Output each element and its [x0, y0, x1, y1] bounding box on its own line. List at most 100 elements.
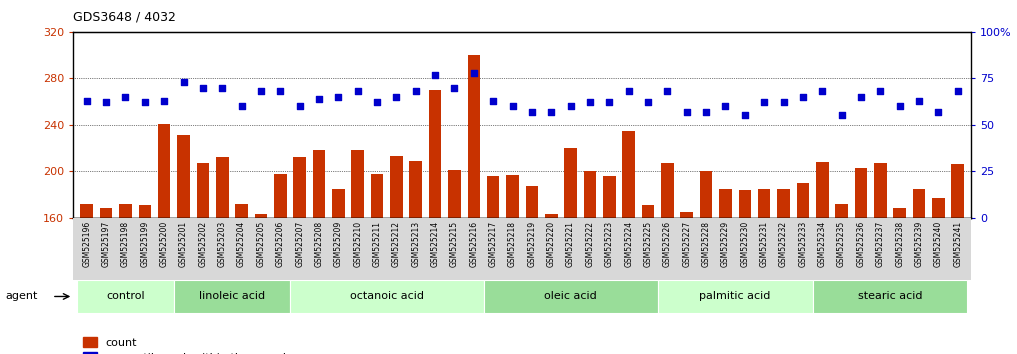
- Point: [931, 109, 947, 115]
- Point: [388, 94, 405, 100]
- Text: GSM525219: GSM525219: [528, 221, 536, 267]
- Bar: [526, 186, 538, 218]
- Point: [215, 85, 231, 91]
- Point: [678, 109, 695, 115]
- Text: GSM525222: GSM525222: [586, 221, 595, 267]
- Bar: [429, 90, 441, 218]
- Text: GSM525233: GSM525233: [798, 221, 807, 267]
- Text: GSM525223: GSM525223: [605, 221, 614, 267]
- Text: GSM525200: GSM525200: [160, 221, 169, 267]
- Bar: [700, 171, 712, 218]
- Bar: [100, 209, 113, 218]
- Bar: [642, 205, 654, 218]
- Point: [427, 72, 443, 78]
- Point: [756, 100, 772, 105]
- Text: GSM525198: GSM525198: [121, 221, 130, 267]
- Text: GSM525229: GSM525229: [721, 221, 730, 267]
- Text: GSM525209: GSM525209: [334, 221, 343, 267]
- Text: GSM525210: GSM525210: [353, 221, 362, 267]
- Point: [892, 103, 908, 109]
- Text: GSM525205: GSM525205: [256, 221, 265, 267]
- Point: [504, 103, 521, 109]
- Text: GSM525240: GSM525240: [934, 221, 943, 267]
- Bar: [119, 204, 132, 218]
- Text: GSM525215: GSM525215: [450, 221, 459, 267]
- Bar: [661, 163, 673, 218]
- Bar: [874, 163, 887, 218]
- Bar: [410, 161, 422, 218]
- Bar: [371, 173, 383, 218]
- Text: octanoic acid: octanoic acid: [350, 291, 424, 302]
- Text: GSM525216: GSM525216: [469, 221, 478, 267]
- Bar: [854, 168, 868, 218]
- Text: GSM525221: GSM525221: [566, 221, 576, 267]
- Bar: [893, 209, 906, 218]
- Bar: [487, 176, 499, 218]
- Point: [640, 100, 656, 105]
- FancyBboxPatch shape: [290, 280, 483, 313]
- Text: GSM525237: GSM525237: [876, 221, 885, 267]
- Bar: [196, 163, 210, 218]
- Point: [911, 98, 928, 103]
- Text: GSM525217: GSM525217: [489, 221, 497, 267]
- Text: GSM525206: GSM525206: [276, 221, 285, 267]
- Bar: [719, 189, 732, 218]
- Bar: [932, 198, 945, 218]
- Point: [853, 94, 870, 100]
- FancyBboxPatch shape: [658, 280, 813, 313]
- Point: [78, 98, 95, 103]
- Point: [446, 85, 463, 91]
- Bar: [545, 214, 557, 218]
- Text: stearic acid: stearic acid: [857, 291, 922, 302]
- FancyBboxPatch shape: [483, 280, 658, 313]
- Point: [950, 88, 966, 94]
- Text: GSM525231: GSM525231: [760, 221, 769, 267]
- Bar: [391, 156, 403, 218]
- Legend: count, percentile rank within the sample: count, percentile rank within the sample: [78, 333, 298, 354]
- Text: GSM525232: GSM525232: [779, 221, 788, 267]
- Text: GSM525224: GSM525224: [624, 221, 634, 267]
- Bar: [816, 162, 829, 218]
- Text: GDS3648 / 4032: GDS3648 / 4032: [73, 11, 176, 24]
- Point: [117, 94, 133, 100]
- Text: GSM525197: GSM525197: [102, 221, 111, 267]
- Point: [311, 96, 327, 102]
- Bar: [254, 214, 267, 218]
- Bar: [80, 204, 94, 218]
- Bar: [912, 189, 925, 218]
- Point: [273, 88, 289, 94]
- Point: [698, 109, 714, 115]
- Point: [873, 88, 889, 94]
- Bar: [293, 157, 306, 218]
- Text: GSM525212: GSM525212: [392, 221, 401, 267]
- Point: [408, 88, 424, 94]
- Text: GSM525228: GSM525228: [702, 221, 711, 267]
- Point: [775, 100, 791, 105]
- FancyBboxPatch shape: [174, 280, 290, 313]
- Point: [136, 100, 153, 105]
- Text: GSM525239: GSM525239: [914, 221, 923, 267]
- Bar: [564, 148, 577, 218]
- Bar: [448, 170, 461, 218]
- Text: GSM525218: GSM525218: [508, 221, 517, 267]
- Point: [833, 113, 849, 118]
- Point: [234, 103, 250, 109]
- Point: [350, 88, 366, 94]
- Bar: [468, 55, 480, 218]
- Text: GSM525207: GSM525207: [295, 221, 304, 267]
- Point: [485, 98, 501, 103]
- Bar: [835, 204, 848, 218]
- Text: GSM525220: GSM525220: [547, 221, 555, 267]
- Point: [253, 88, 270, 94]
- Point: [717, 103, 733, 109]
- Point: [562, 103, 579, 109]
- FancyBboxPatch shape: [77, 280, 174, 313]
- Point: [736, 113, 753, 118]
- Text: GSM525204: GSM525204: [237, 221, 246, 267]
- Point: [369, 100, 385, 105]
- Bar: [603, 176, 615, 218]
- Text: control: control: [106, 291, 144, 302]
- Point: [601, 100, 617, 105]
- Bar: [622, 131, 635, 218]
- Bar: [333, 189, 345, 218]
